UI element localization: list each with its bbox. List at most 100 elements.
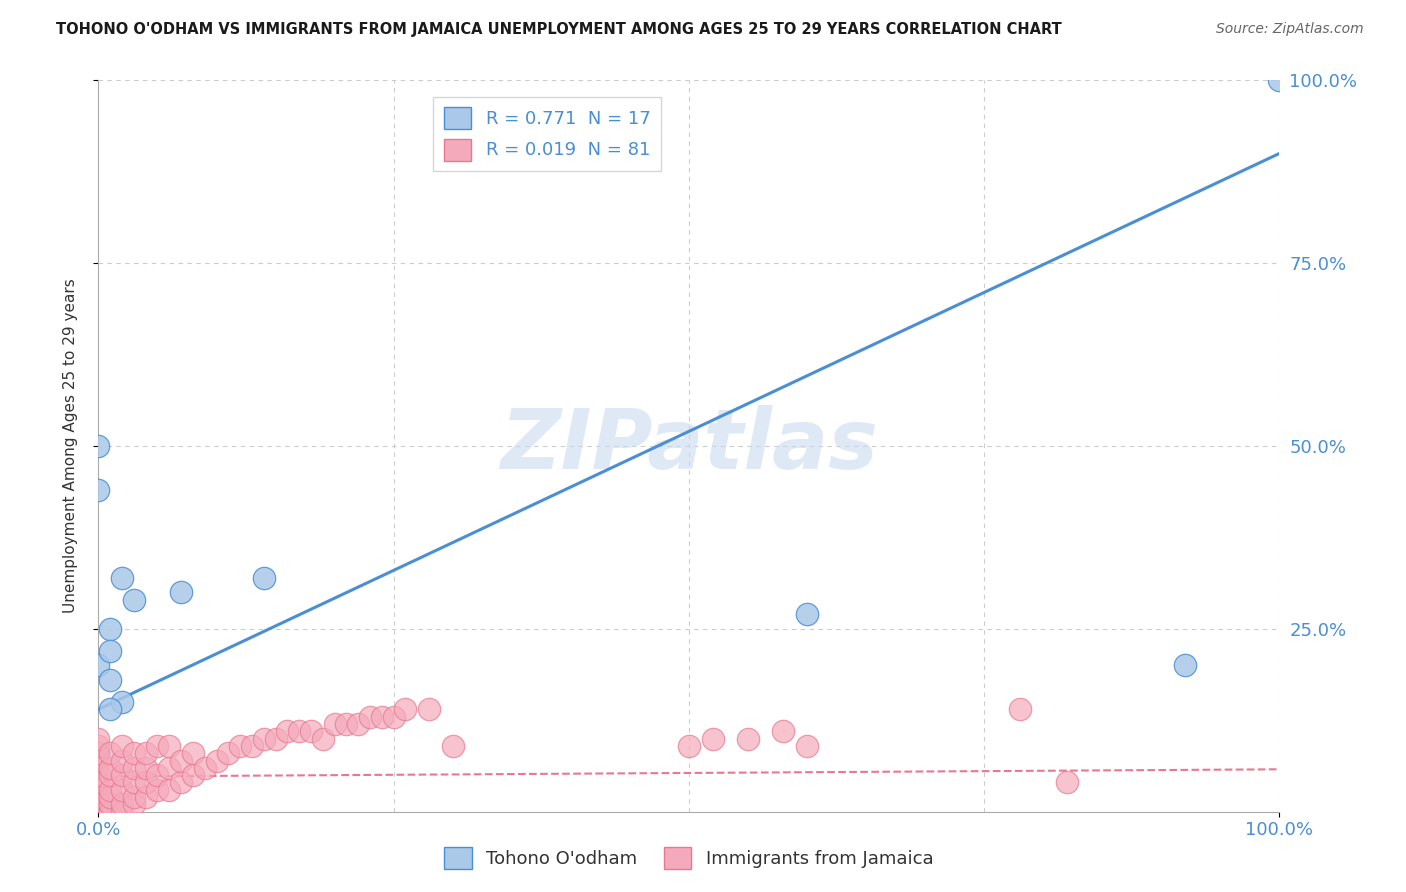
Point [157,761,180,775]
Point [87,805,110,819]
Point [194,761,217,775]
Point [87,805,110,819]
Point [359,709,381,723]
Point [157,782,180,797]
Point [87,439,110,453]
Point [441,739,464,753]
Point [87,797,110,812]
Point [122,761,145,775]
Point [87,761,110,775]
Point [678,739,700,753]
Point [98,702,121,716]
Point [323,717,346,731]
Point [1056,775,1078,789]
Point [87,768,110,782]
Point [87,754,110,768]
Point [98,622,121,636]
Point [288,724,311,739]
Point [157,739,180,753]
Point [796,607,818,622]
Point [205,754,228,768]
Point [87,782,110,797]
Point [335,717,357,731]
Point [87,805,110,819]
Point [122,775,145,789]
Point [1268,73,1291,87]
Point [229,739,252,753]
Point [87,746,110,760]
Point [111,805,134,819]
Point [87,805,110,819]
Point [87,658,110,673]
Text: Source: ZipAtlas.com: Source: ZipAtlas.com [1216,22,1364,37]
Point [87,790,110,805]
Text: TOHONO O'ODHAM VS IMMIGRANTS FROM JAMAICA UNEMPLOYMENT AMONG AGES 25 TO 29 YEARS: TOHONO O'ODHAM VS IMMIGRANTS FROM JAMAIC… [56,22,1062,37]
Point [111,797,134,812]
Point [1008,702,1031,716]
Point [347,717,370,731]
Point [87,775,110,789]
Point [276,724,298,739]
Point [122,746,145,760]
Point [170,585,193,599]
Point [371,709,394,723]
Point [312,731,335,746]
Point [394,702,416,716]
Point [382,709,405,723]
Point [122,797,145,812]
Point [111,768,134,782]
Point [135,775,157,789]
Point [87,805,110,819]
Point [98,761,121,775]
Point [702,731,724,746]
Point [87,805,110,819]
Point [796,739,818,753]
Point [87,731,110,746]
Point [87,739,110,753]
Point [122,592,145,607]
Point [111,739,134,753]
Point [135,746,157,760]
Point [146,739,169,753]
Point [253,571,276,585]
Point [240,739,263,753]
Point [418,702,440,716]
Y-axis label: Unemployment Among Ages 25 to 29 years: Unemployment Among Ages 25 to 29 years [63,278,77,614]
Point [98,805,121,819]
Point [146,768,169,782]
Point [1174,658,1197,673]
Point [772,724,794,739]
Point [98,768,121,782]
Point [87,746,110,760]
Point [98,782,121,797]
Point [98,644,121,658]
Point [111,695,134,709]
Point [170,775,193,789]
Point [111,754,134,768]
Point [87,483,110,497]
Point [87,805,110,819]
Point [181,768,204,782]
Point [98,797,121,812]
Legend: Tohono O'odham, Immigrants from Jamaica: Tohono O'odham, Immigrants from Jamaica [437,839,941,876]
Point [98,805,121,819]
Point [170,754,193,768]
Point [135,761,157,775]
Point [87,797,110,812]
Point [122,790,145,805]
Point [98,673,121,687]
Point [111,571,134,585]
Point [98,805,121,819]
Point [737,731,759,746]
Text: ZIPatlas: ZIPatlas [501,406,877,486]
Point [98,746,121,760]
Point [87,775,110,789]
Point [98,790,121,805]
Point [253,731,276,746]
Point [217,746,239,760]
Point [264,731,287,746]
Point [87,805,110,819]
Point [181,746,204,760]
Point [146,782,169,797]
Point [87,790,110,805]
